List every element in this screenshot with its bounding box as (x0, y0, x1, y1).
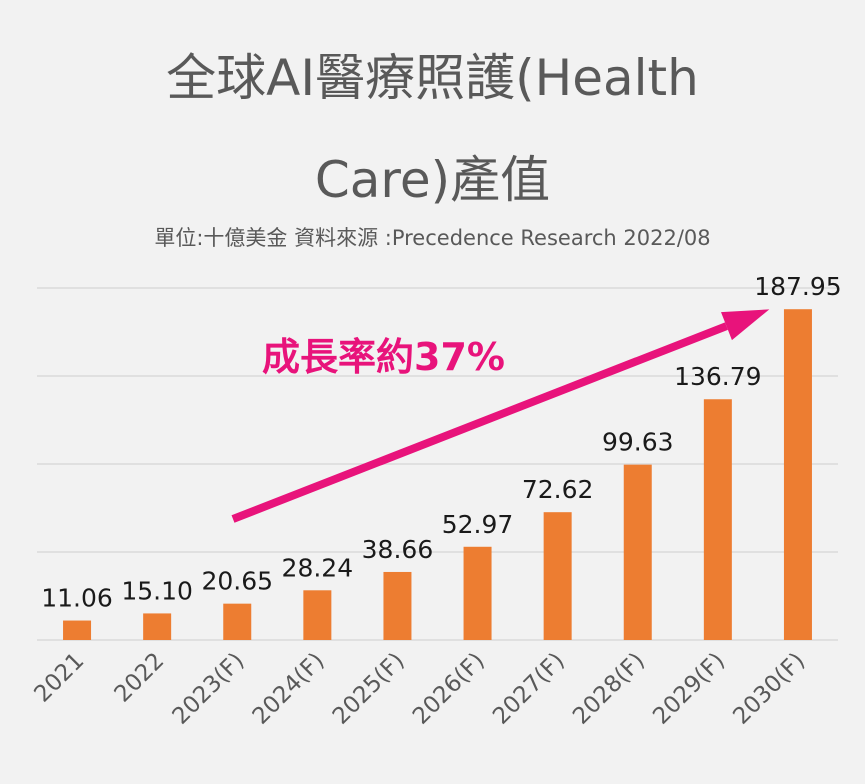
bar-2021 (63, 620, 92, 640)
data-label: 20.65 (201, 567, 273, 596)
chart-title-line-2: Care)產值 (314, 151, 551, 209)
data-label: 28.24 (282, 553, 354, 582)
bar-2030(F) (783, 309, 812, 640)
data-label: 52.97 (442, 510, 514, 539)
bar-2028(F) (623, 464, 652, 640)
data-label: 99.63 (602, 428, 674, 457)
bar-2024(F) (303, 590, 332, 640)
x-tick-label: 2030(F) (728, 648, 810, 730)
x-tick-label: 2021 (30, 648, 90, 708)
x-tick-label: 2027(F) (488, 648, 570, 730)
x-tick-label: 2026(F) (408, 648, 490, 730)
x-tick-label: 2023(F) (168, 648, 250, 730)
bar-2026(F) (463, 546, 492, 640)
data-label: 38.66 (362, 535, 434, 564)
x-tick-label: 2028(F) (568, 648, 650, 730)
data-label: 72.62 (522, 475, 594, 504)
x-tick-label: 2029(F) (648, 648, 730, 730)
data-label: 11.06 (41, 584, 113, 613)
data-label: 187.95 (754, 272, 841, 301)
data-label: 15.10 (121, 576, 193, 605)
growth-arrow-shaft (231, 322, 728, 523)
x-tick-label: 2025(F) (328, 648, 410, 730)
x-tick-label: 2024(F) (248, 648, 330, 730)
chart-title-line-1: 全球AI醫療照護(Health (166, 49, 699, 107)
data-label: 136.79 (674, 362, 761, 391)
bar-2023(F) (223, 603, 252, 640)
x-tick-label: 2022 (110, 648, 170, 708)
bar-2022 (143, 613, 172, 640)
chart-subtitle: 單位:十億美金 資料來源 :Precedence Research 2022/0… (154, 226, 711, 250)
bar-2027(F) (543, 512, 572, 640)
bar-2025(F) (383, 571, 412, 640)
growth-rate-annotation: 成長率約37% (262, 335, 505, 379)
bar-2029(F) (703, 399, 732, 640)
growth-arrow-head (721, 309, 770, 341)
